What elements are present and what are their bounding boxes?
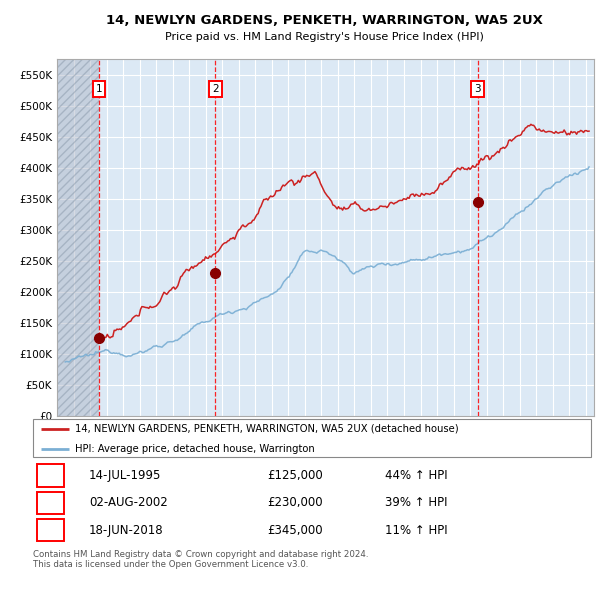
Text: Contains HM Land Registry data © Crown copyright and database right 2024.
This d: Contains HM Land Registry data © Crown c… (33, 550, 368, 569)
Text: 14-JUL-1995: 14-JUL-1995 (89, 469, 161, 482)
Text: 44% ↑ HPI: 44% ↑ HPI (385, 469, 447, 482)
Text: 1: 1 (95, 84, 102, 94)
Text: 2: 2 (212, 84, 219, 94)
FancyBboxPatch shape (37, 464, 64, 487)
Text: 14, NEWLYN GARDENS, PENKETH, WARRINGTON, WA5 2UX: 14, NEWLYN GARDENS, PENKETH, WARRINGTON,… (106, 14, 542, 27)
Text: 18-JUN-2018: 18-JUN-2018 (89, 524, 163, 537)
Text: 14, NEWLYN GARDENS, PENKETH, WARRINGTON, WA5 2UX (detached house): 14, NEWLYN GARDENS, PENKETH, WARRINGTON,… (75, 424, 458, 434)
Bar (57, 59, 99, 416)
Text: £125,000: £125,000 (268, 469, 323, 482)
Text: £230,000: £230,000 (268, 496, 323, 510)
Text: 11% ↑ HPI: 11% ↑ HPI (385, 524, 447, 537)
Text: 2: 2 (47, 496, 55, 510)
Text: £345,000: £345,000 (268, 524, 323, 537)
Text: 39% ↑ HPI: 39% ↑ HPI (385, 496, 447, 510)
Text: 3: 3 (475, 84, 481, 94)
Text: Price paid vs. HM Land Registry's House Price Index (HPI): Price paid vs. HM Land Registry's House … (164, 32, 484, 41)
Text: 3: 3 (47, 524, 55, 537)
Text: 02-AUG-2002: 02-AUG-2002 (89, 496, 167, 510)
FancyBboxPatch shape (33, 419, 591, 457)
Text: HPI: Average price, detached house, Warrington: HPI: Average price, detached house, Warr… (75, 444, 314, 454)
FancyBboxPatch shape (37, 492, 64, 514)
FancyBboxPatch shape (37, 519, 64, 542)
Text: 1: 1 (47, 469, 55, 482)
